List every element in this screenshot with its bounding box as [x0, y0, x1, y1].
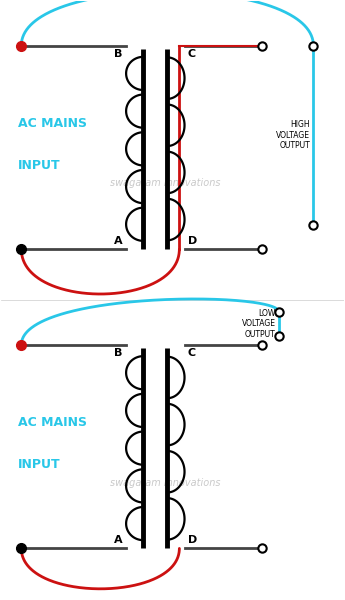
Text: INPUT: INPUT: [18, 159, 60, 172]
Text: LOW
VOLTAGE
OUTPUT: LOW VOLTAGE OUTPUT: [241, 309, 276, 339]
Text: C: C: [188, 49, 196, 59]
Text: C: C: [188, 348, 196, 358]
Text: B: B: [114, 49, 123, 59]
Text: B: B: [114, 348, 123, 358]
Text: A: A: [114, 535, 123, 545]
Text: swagatam innovations: swagatam innovations: [110, 178, 221, 188]
Text: AC MAINS: AC MAINS: [18, 416, 87, 429]
Text: INPUT: INPUT: [18, 458, 60, 471]
Text: AC MAINS: AC MAINS: [18, 117, 87, 130]
Text: A: A: [114, 236, 123, 246]
Text: HIGH
VOLTAGE
OUTPUT: HIGH VOLTAGE OUTPUT: [276, 121, 310, 150]
Text: swagatam innovations: swagatam innovations: [110, 478, 221, 488]
Text: D: D: [188, 236, 197, 246]
Text: D: D: [188, 535, 197, 545]
